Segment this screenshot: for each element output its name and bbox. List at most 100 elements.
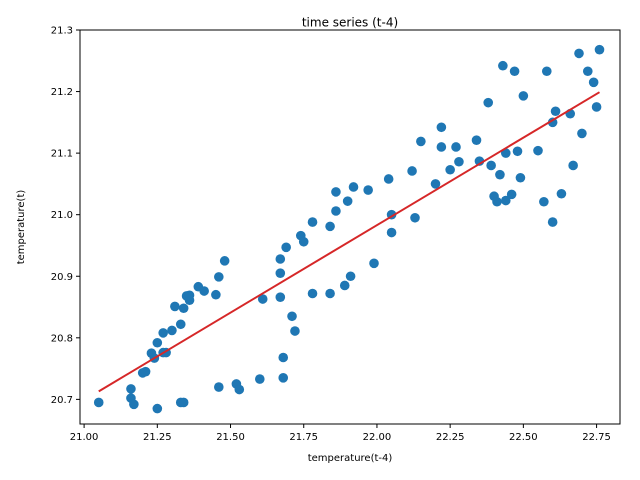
data-point (275, 254, 286, 264)
data-point (416, 136, 426, 147)
x-tick-label: 22.50 (509, 432, 538, 443)
data-point (348, 182, 359, 192)
data-point (281, 242, 291, 253)
plot-frame (79, 29, 621, 425)
data-point (430, 179, 441, 189)
data-point (383, 174, 394, 184)
data-point (129, 399, 139, 410)
fit-line-layer (98, 91, 601, 393)
data-point (454, 156, 464, 167)
data-point (254, 374, 265, 384)
data-point (533, 145, 543, 156)
data-point (436, 122, 447, 133)
data-point (214, 382, 224, 392)
data-point (278, 352, 289, 363)
y-tick-label: 20.7 (51, 395, 73, 406)
data-point (325, 288, 335, 299)
data-point (158, 328, 168, 338)
data-point (539, 196, 549, 207)
y-axis: 20.7 20.8 20.9 21.0 21.1 21.2 21.3 (51, 26, 80, 406)
x-axis-label: temperature(t-4) (308, 453, 393, 464)
data-point (495, 169, 505, 180)
data-point (278, 373, 289, 383)
data-point (594, 44, 605, 55)
data-point (582, 66, 593, 77)
data-point (386, 227, 397, 238)
data-point (574, 48, 584, 59)
data-point (436, 142, 447, 152)
data-point (410, 212, 420, 223)
x-tick-label: 21.50 (216, 432, 245, 443)
x-tick-label: 21.25 (143, 432, 172, 443)
data-point (483, 97, 494, 108)
data-point (515, 172, 526, 183)
data-point (568, 160, 578, 171)
data-point (126, 384, 136, 394)
data-points (93, 44, 605, 414)
data-point (500, 195, 511, 206)
data-point (307, 217, 318, 227)
data-point (556, 188, 567, 199)
data-point (512, 146, 523, 157)
data-point (547, 217, 558, 227)
data-point (234, 384, 245, 395)
data-point (199, 286, 209, 296)
data-point (325, 221, 335, 232)
data-point (152, 403, 163, 414)
x-tick-label: 22.00 (363, 432, 392, 443)
data-point (518, 91, 529, 101)
data-point (506, 189, 517, 200)
data-point (184, 290, 195, 301)
chart-title: time series (t-4) (302, 16, 398, 30)
fit-line (98, 91, 601, 393)
data-point (275, 268, 286, 278)
y-tick-label: 21.2 (51, 87, 73, 98)
data-point (541, 66, 552, 77)
data-point (331, 187, 341, 197)
data-point (547, 117, 558, 128)
data-point (178, 303, 189, 314)
data-point (140, 366, 151, 377)
data-point (363, 185, 373, 195)
x-tick-label: 21.00 (70, 432, 99, 443)
data-point (211, 289, 221, 300)
data-point (257, 294, 268, 304)
data-point (219, 256, 230, 266)
x-axis: 21.00 21.25 21.50 21.75 22.00 22.25 22.50 22.75 (70, 424, 611, 443)
data-point (307, 288, 318, 299)
data-point (591, 102, 602, 112)
y-axis-label: temperature(t) (16, 190, 27, 265)
data-point (339, 280, 350, 291)
data-point (290, 326, 300, 336)
x-tick-label: 21.75 (289, 432, 318, 443)
y-tick-label: 20.9 (51, 272, 73, 283)
x-tick-label: 22.25 (436, 432, 465, 443)
data-point (407, 166, 417, 176)
y-tick-label: 21.3 (51, 26, 73, 37)
data-point (175, 319, 186, 330)
data-point (498, 60, 508, 71)
y-tick-label: 20.8 (51, 333, 73, 344)
data-point (577, 128, 587, 139)
data-point (170, 301, 180, 312)
y-tick-label: 21.0 (51, 210, 73, 221)
data-point (471, 135, 482, 145)
data-point (298, 236, 309, 247)
data-point (445, 164, 455, 175)
data-point (369, 258, 379, 269)
x-tick-label: 22.75 (582, 432, 611, 443)
data-point (275, 292, 286, 302)
data-point (331, 206, 341, 216)
data-point (152, 337, 163, 348)
data-point (588, 77, 599, 88)
data-point (550, 106, 561, 117)
data-point (287, 311, 297, 322)
data-point (214, 272, 224, 282)
data-point (486, 160, 496, 171)
data-point (175, 397, 186, 408)
data-point (509, 66, 520, 77)
data-point (167, 325, 177, 336)
y-tick-label: 21.1 (51, 149, 73, 160)
data-point (345, 271, 356, 282)
